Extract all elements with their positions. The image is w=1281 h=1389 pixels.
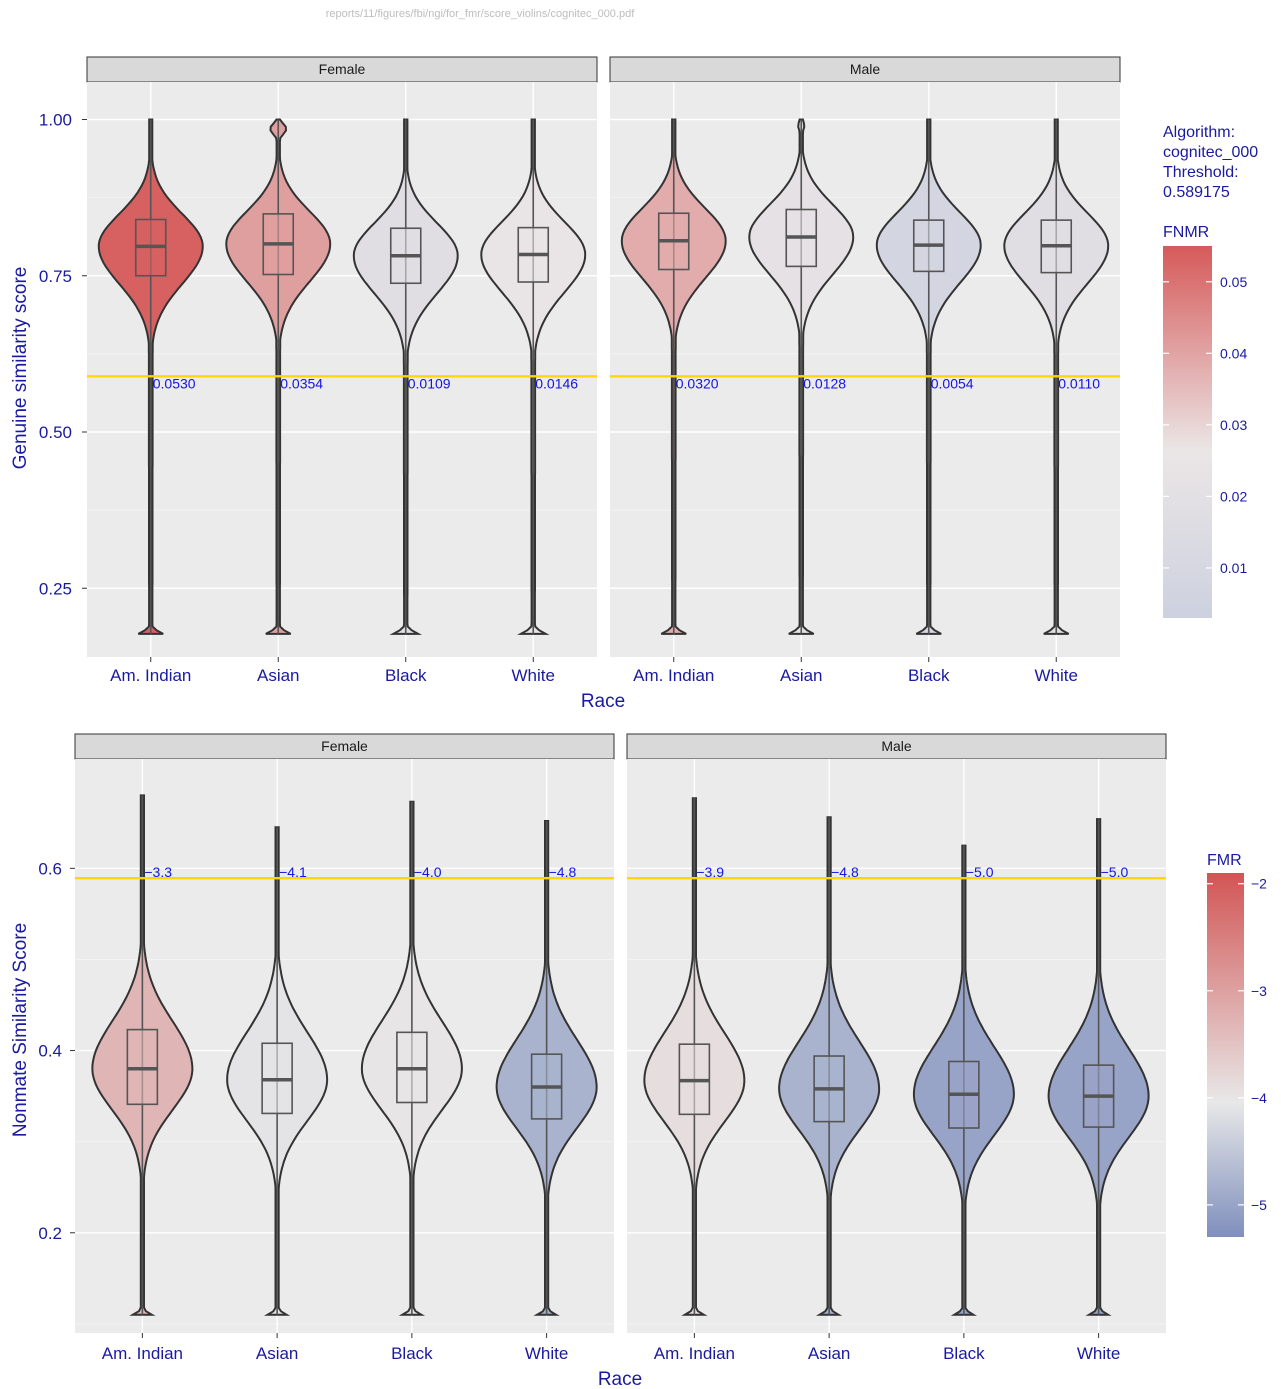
y-tick-label: 0.50 (39, 423, 72, 442)
x-tick-label: Asian (780, 666, 823, 685)
x-tick-label: White (525, 1344, 568, 1363)
y-tick-label: 1.00 (39, 111, 72, 130)
colorbar-tick-label: −4 (1251, 1090, 1267, 1106)
colorbar-tick-label: 0.03 (1220, 417, 1247, 433)
x-tick-label: White (1077, 1344, 1120, 1363)
x-tick-label: Black (385, 666, 427, 685)
facet-strip-label: Female (319, 61, 366, 77)
legend-algorithm-label: Algorithm: (1163, 124, 1235, 141)
y-tick-label: 0.25 (39, 579, 72, 598)
colorbar-tick-label: 0.01 (1220, 560, 1247, 576)
bottom-y-axis-title: Nonmate Similarity Score (10, 923, 31, 1137)
top-y-axis-title: Genuine similarity score (10, 267, 31, 470)
x-tick-label: Asian (808, 1344, 851, 1363)
fnmr-colorbar (1163, 246, 1212, 618)
x-tick-label: Am. Indian (654, 1344, 735, 1363)
x-tick-label: Asian (257, 666, 300, 685)
colorbar-tick-label: −3 (1251, 983, 1267, 999)
facet-strip-label: Male (881, 738, 912, 754)
legend-threshold-value: 0.589175 (1163, 184, 1230, 201)
rate-annotation: −5.0 (966, 864, 994, 880)
rate-annotation: −3.9 (696, 864, 724, 880)
x-tick-label: Am. Indian (102, 1344, 183, 1363)
x-tick-label: Black (908, 666, 950, 685)
y-tick-label: 0.6 (38, 859, 62, 878)
y-tick-label: 0.2 (38, 1224, 62, 1243)
source-path: reports/11/figures/fbi/ngi/for_fmr/score… (325, 8, 635, 20)
facet-strip (74, 733, 615, 760)
rate-annotation: 0.0354 (280, 375, 323, 391)
legend-algorithm-name: cognitec_000 (1163, 144, 1258, 161)
x-tick-label: Black (943, 1344, 985, 1363)
facet-strip (609, 56, 1121, 83)
x-tick-label: Am. Indian (110, 666, 191, 685)
rate-annotation: 0.0110 (1058, 375, 1100, 391)
y-tick-label: 0.4 (38, 1042, 62, 1061)
rate-annotation: 0.0109 (408, 375, 451, 391)
rate-annotation: −3.3 (144, 864, 172, 880)
x-tick-label: White (512, 666, 555, 685)
facet-strip (626, 733, 1167, 760)
legend-threshold-label: Threshold: (1163, 164, 1239, 181)
facet-strip-label: Male (850, 61, 881, 77)
rate-annotation: −4.1 (279, 864, 307, 880)
colorbar-tick-label: 0.02 (1220, 488, 1247, 504)
rate-annotation: 0.0054 (931, 375, 974, 391)
rate-annotation: −5.0 (1101, 864, 1129, 880)
y-tick-label: 0.75 (39, 267, 72, 286)
panel-background (87, 82, 597, 657)
colorbar-tick-label: −5 (1251, 1197, 1267, 1213)
panel-background (610, 82, 1120, 657)
bottom-x-axis-title: Race (598, 1369, 642, 1389)
x-tick-label: Asian (256, 1344, 299, 1363)
colorbar-tick-label: 0.04 (1220, 345, 1247, 361)
x-tick-label: Am. Indian (633, 666, 714, 685)
x-tick-label: White (1035, 666, 1078, 685)
facet-strip-label: Female (321, 738, 368, 754)
x-tick-label: Black (391, 1344, 433, 1363)
fnmr-colorbar-title: FNMR (1163, 224, 1209, 241)
top-x-axis-title: Race (581, 691, 625, 712)
rate-annotation: 0.0530 (153, 375, 196, 391)
colorbar-tick-label: −2 (1251, 876, 1267, 892)
rate-annotation: 0.0320 (676, 375, 719, 391)
fmr-colorbar-title: FMR (1207, 852, 1242, 869)
fmr-colorbar (1207, 873, 1244, 1237)
rate-annotation: −4.0 (414, 864, 442, 880)
facet-strip (86, 56, 598, 83)
colorbar-tick-label: 0.05 (1220, 274, 1247, 290)
rate-annotation: 0.0128 (803, 375, 846, 391)
rate-annotation: −4.8 (549, 864, 577, 880)
rate-annotation: 0.0146 (535, 375, 578, 391)
rate-annotation: −4.8 (831, 864, 859, 880)
box-iqr (126, 1028, 159, 1106)
